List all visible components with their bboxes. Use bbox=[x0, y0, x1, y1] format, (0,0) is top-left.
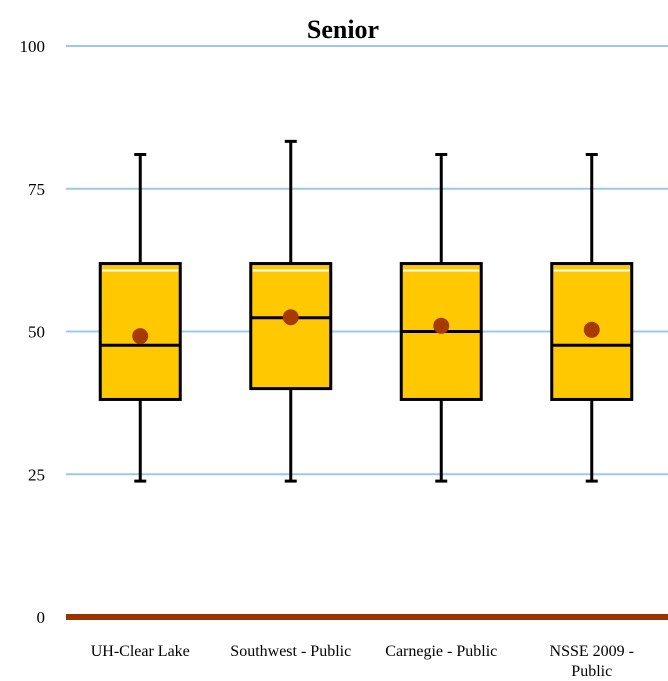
y-axis-tick-labels: 0 25 50 75 100 bbox=[20, 37, 46, 627]
box-plot-item bbox=[550, 152, 634, 483]
x-axis-category-labels: UH-Clear Lake Southwest - Public Carnegie … bbox=[91, 643, 634, 680]
interquartile-box bbox=[249, 262, 333, 391]
chart-title: Senior bbox=[307, 15, 379, 44]
x-category-label: Carnegie - Public bbox=[385, 643, 497, 660]
y-tick-label: 25 bbox=[28, 465, 45, 484]
y-tick-label: 75 bbox=[28, 180, 45, 199]
box-plot-item bbox=[98, 152, 182, 483]
y-tick-label: 100 bbox=[20, 37, 46, 56]
y-tick-label: 50 bbox=[28, 323, 45, 342]
interquartile-box bbox=[98, 262, 182, 401]
mean-marker bbox=[433, 317, 450, 334]
x-category-label: NSSE 2009 -Public bbox=[550, 643, 634, 680]
mean-marker bbox=[132, 328, 149, 345]
box-plot-item bbox=[399, 152, 483, 483]
y-tick-label: 0 bbox=[37, 608, 46, 627]
mean-marker bbox=[282, 309, 299, 326]
mean-marker bbox=[583, 321, 600, 338]
x-category-label: Southwest - Public bbox=[230, 643, 351, 660]
x-category-label: UH-Clear Lake bbox=[91, 643, 190, 660]
box-plot-item bbox=[249, 139, 333, 483]
box-series bbox=[98, 139, 634, 483]
